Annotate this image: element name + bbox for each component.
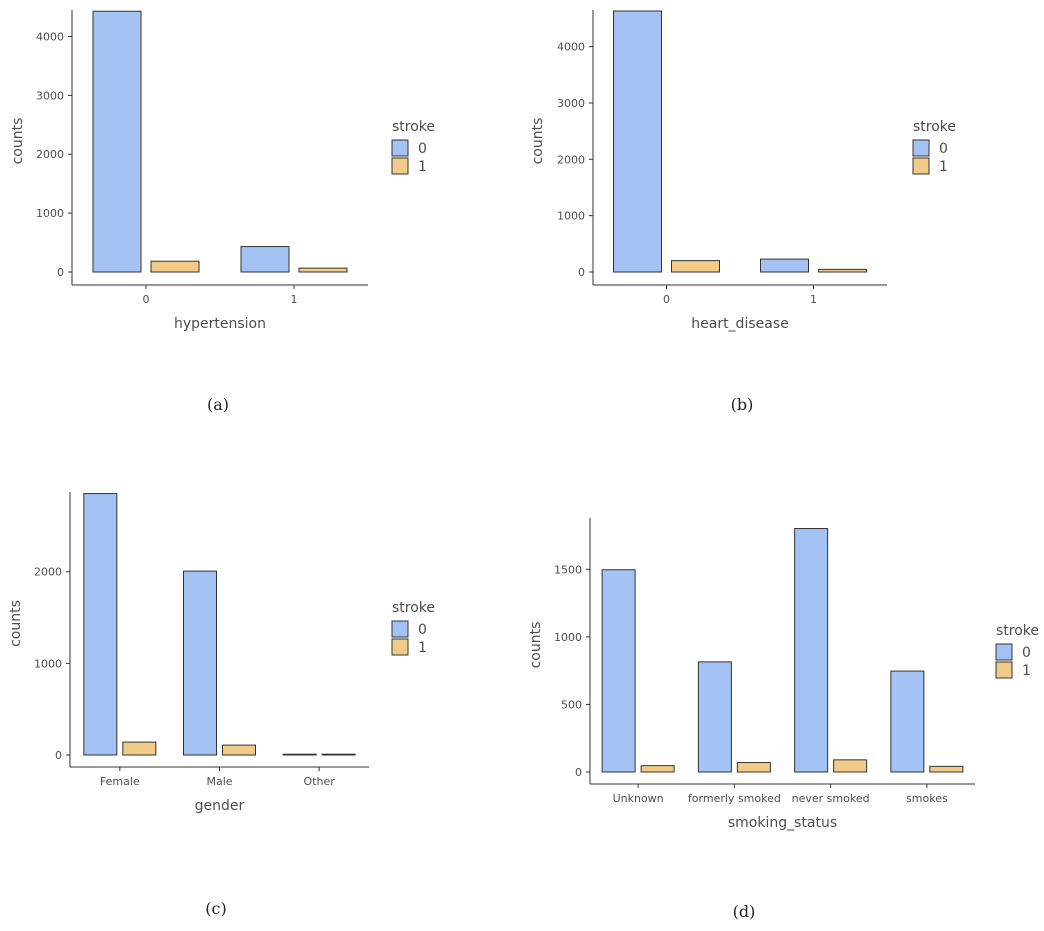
- x-tick-label: 0: [663, 293, 670, 306]
- bar-male-stroke-0: [183, 570, 217, 756]
- panel-caption: (a): [207, 395, 229, 414]
- chart-panel-b: 0 1000 2000 3000 4000 0 1 heart_disease counts st…: [530, 10, 956, 414]
- x-tick-label: never smoked: [792, 792, 870, 805]
- y-tick-label: 1000: [554, 631, 582, 644]
- legend-label-0: 0: [418, 141, 427, 157]
- y-axis-label: counts: [530, 118, 546, 165]
- y-tick-label: 4000: [557, 41, 585, 54]
- legend-key-1: [391, 157, 409, 175]
- bar-1-stroke-0: [760, 258, 809, 273]
- y-tick-label: 3000: [36, 89, 64, 102]
- y-axis-label: counts: [10, 118, 26, 165]
- legend-key-0: [995, 643, 1013, 661]
- x-tick-label: 1: [291, 293, 298, 306]
- legend-title: stroke: [996, 623, 1039, 639]
- x-axis-label: gender: [195, 798, 245, 814]
- legend-label-0: 0: [1022, 645, 1031, 661]
- bar-0-stroke-1: [150, 260, 200, 273]
- legend: stroke 0 1: [995, 623, 1039, 679]
- legend-key-0: [391, 620, 409, 638]
- legend-label-1: 1: [939, 159, 948, 175]
- bar-never-smoked-stroke-0: [794, 528, 829, 773]
- bar-1-stroke-1: [298, 267, 348, 273]
- y-tick-label: 1000: [557, 210, 585, 223]
- legend-key-0: [912, 139, 930, 157]
- bar-never-smoked-stroke-1: [833, 759, 868, 773]
- y-tick-label: 0: [575, 766, 582, 779]
- x-tick-label: smokes: [906, 792, 948, 805]
- legend-label-1: 1: [418, 159, 427, 175]
- legend-key-0: [391, 139, 409, 157]
- bar-female-stroke-0: [83, 493, 118, 756]
- x-tick-label: Female: [100, 775, 140, 788]
- y-tick-label: 2000: [557, 153, 585, 166]
- legend-title: stroke: [913, 119, 956, 135]
- chart-panel-a: 0 1000 2000 3000 4000 0 1 hypertension counts str…: [10, 10, 435, 414]
- legend: stroke 0 1: [391, 600, 435, 656]
- y-tick-label: 500: [561, 698, 582, 711]
- y-tick-label: 1500: [554, 563, 582, 576]
- x-tick-label: Other: [304, 775, 336, 788]
- y-tick-label: 1000: [36, 207, 64, 220]
- legend: stroke 0 1: [912, 119, 956, 175]
- y-axis-label: counts: [8, 600, 24, 647]
- legend-label-1: 1: [418, 640, 427, 656]
- bar-formerly-smoked-stroke-0: [697, 661, 732, 773]
- x-axis-label: smoking_status: [728, 815, 837, 831]
- chart-panel-d: 0 500 1000 1500 Unknown formerly smoked never …: [528, 518, 1039, 921]
- legend-key-1: [391, 638, 409, 656]
- y-tick-label: 2000: [34, 566, 62, 579]
- y-tick-label: 4000: [36, 30, 64, 43]
- legend: stroke 0 1: [391, 119, 435, 175]
- legend-key-1: [995, 661, 1013, 679]
- bar-0-stroke-0: [613, 10, 662, 273]
- x-axis-label: heart_disease: [691, 316, 788, 332]
- bar-other-stroke-1: [321, 753, 356, 756]
- x-tick-label: 0: [143, 293, 150, 306]
- bar-1-stroke-1: [818, 268, 867, 273]
- legend-label-1: 1: [1022, 663, 1031, 679]
- x-tick-label: 1: [810, 293, 817, 306]
- bar-female-stroke-1: [122, 741, 157, 756]
- bar-0-stroke-1: [671, 260, 720, 273]
- bar-unknown-stroke-0: [601, 569, 636, 773]
- y-tick-label: 1000: [34, 657, 62, 670]
- chart-panel-c: 0 1000 2000 Female Male Other gender counts stro…: [8, 492, 435, 918]
- bar-0-stroke-0: [92, 10, 142, 273]
- y-axis-label: counts: [528, 622, 544, 669]
- bar-other-stroke-0: [282, 753, 317, 756]
- bar-1-stroke-0: [240, 246, 290, 273]
- x-tick-label: Male: [206, 775, 232, 788]
- legend-label-0: 0: [939, 141, 948, 157]
- legend-key-1: [912, 157, 930, 175]
- x-axis-label: hypertension: [174, 316, 266, 332]
- legend-title: stroke: [392, 119, 435, 135]
- bar-smokes-stroke-1: [929, 765, 964, 773]
- legend-title: stroke: [392, 600, 435, 616]
- bar-unknown-stroke-1: [640, 765, 675, 773]
- legend-label-0: 0: [418, 622, 427, 638]
- y-tick-label: 2000: [36, 148, 64, 161]
- y-tick-label: 0: [57, 266, 64, 279]
- panel-caption: (c): [205, 899, 226, 918]
- bar-smokes-stroke-0: [890, 670, 925, 773]
- panel-caption: (d): [733, 902, 756, 921]
- y-tick-label: 3000: [557, 97, 585, 110]
- panel-caption: (b): [731, 395, 754, 414]
- y-tick-label: 0: [578, 266, 585, 279]
- y-tick-label: 0: [55, 749, 62, 762]
- x-tick-label: Unknown: [613, 792, 664, 805]
- bar-formerly-smoked-stroke-1: [736, 762, 771, 773]
- bar-male-stroke-1: [222, 744, 256, 756]
- x-tick-label: formerly smoked: [688, 792, 781, 805]
